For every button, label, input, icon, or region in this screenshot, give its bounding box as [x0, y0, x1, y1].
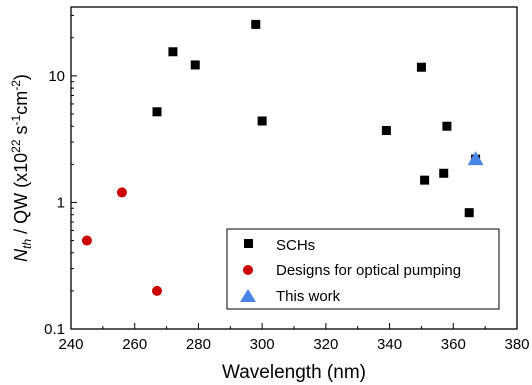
schs-point [257, 116, 267, 126]
designs-for-optical-pumping-point [116, 187, 127, 198]
legend-marker-this-work [240, 289, 256, 302]
legend-label-schs: SCHs [276, 237, 315, 254]
x-tick-label: 300 [250, 336, 275, 353]
legend-marker-schs [244, 239, 253, 248]
schs-point [416, 62, 426, 72]
x-tick-label: 340 [377, 336, 402, 353]
this-work-point [467, 151, 484, 166]
y-axis-label-sup1: 22 [9, 139, 23, 153]
schs-point [251, 19, 261, 29]
y-axis-label-sup2: -1 [9, 114, 23, 125]
designs-for-optical-pumping-point [81, 235, 92, 246]
y-axis-label-sup3: -2 [9, 80, 23, 91]
x-tick-label: 260 [122, 336, 147, 353]
y-axis-label-main: N [11, 248, 31, 262]
legend-box [226, 228, 500, 310]
y-tick-label: 10 [48, 68, 65, 85]
designs-for-optical-pumping-point [152, 285, 163, 296]
y-axis-label: Nth / QW (x1022 s-1cm-2) [9, 74, 34, 262]
schs-point [442, 121, 452, 131]
legend-label-this-work: This work [276, 288, 341, 305]
x-tick-label: 280 [186, 336, 211, 353]
legend-marker-optical-pumping [243, 265, 253, 275]
data-marks [81, 19, 484, 296]
legend-label-optical-pumping: Designs for optical pumping [276, 262, 461, 279]
y-axis-label-sub: th [20, 239, 34, 249]
y-axis-label-mid3: cm [11, 91, 31, 115]
x-axis-label: Wavelength (nm) [222, 362, 366, 383]
y-tick-label: 0.1 [44, 321, 65, 338]
y-axis-label-mid: / QW (x10 [11, 153, 31, 239]
x-tick-label: 240 [58, 336, 83, 353]
schs-point [152, 107, 162, 117]
schs-point [464, 208, 474, 218]
y-tick-label: 1 [57, 194, 65, 211]
x-tick-label: 360 [441, 336, 466, 353]
schs-point [439, 168, 449, 178]
schs-point [420, 175, 430, 185]
schs-point [190, 60, 200, 70]
axis-tick-labels: 240 260 280 300 320 340 360 380 0.1 1 10 [44, 68, 529, 353]
schs-point [381, 126, 391, 136]
legend: SCHs Designs for optical pumping This wo… [226, 228, 500, 310]
axis-ticks [70, 14, 518, 330]
y-axis-label-mid2: s [11, 125, 31, 139]
y-axis-label-end: ) [11, 74, 31, 80]
x-tick-label: 380 [504, 336, 529, 353]
schs-point [168, 47, 178, 57]
x-tick-label: 320 [313, 336, 338, 353]
